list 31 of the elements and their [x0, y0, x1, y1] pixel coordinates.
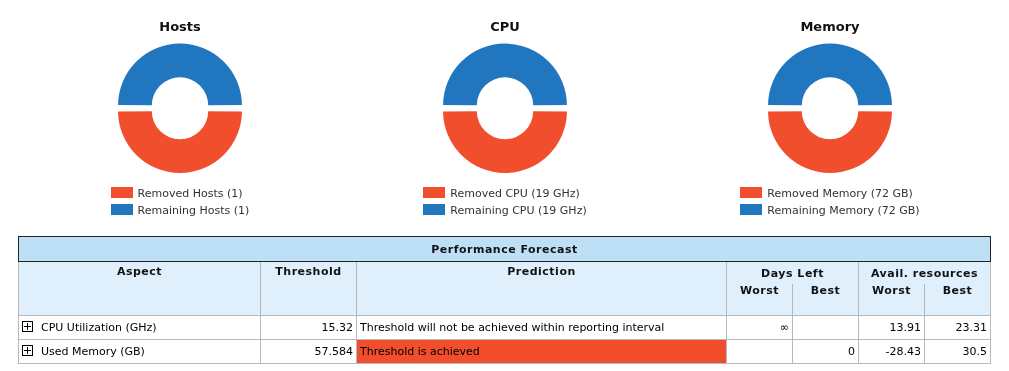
text: 0: [792, 339, 859, 364]
text: Threshold: [260, 261, 357, 316]
legend-label: Remaining CPU (19 GHz): [449, 203, 587, 219]
text: 57.584: [260, 339, 357, 364]
legend-label: Removed Hosts (1): [136, 186, 244, 202]
text: Performance Forecast: [18, 236, 991, 262]
chart-title: Memory: [800, 19, 861, 35]
legend-label: Remaining Memory (72 GB): [766, 203, 920, 219]
legend-label: Removed CPU (19 GHz): [449, 186, 581, 202]
text: Worst: [726, 284, 793, 316]
text: Threshold is achieved: [356, 339, 727, 364]
text: Used Memory (GB): [18, 339, 261, 364]
text: CPU Utilization (GHz): [18, 315, 261, 340]
chart-title: Hosts: [159, 19, 202, 35]
text: Best: [924, 284, 991, 316]
legend-label: Removed Memory (72 GB): [766, 186, 914, 202]
text: 30.5: [924, 339, 991, 364]
text: Threshold will not be achieved within reporting interval: [356, 315, 727, 340]
chart-title: CPU: [490, 19, 520, 35]
legend-label: Remaining Hosts (1): [136, 203, 250, 219]
text: Prediction: [356, 261, 727, 316]
text: -28.43: [858, 339, 925, 364]
text: ∞: [726, 315, 793, 340]
text: Avail. resources: [858, 261, 991, 285]
text: Best: [792, 284, 859, 316]
text: 23.31: [924, 315, 991, 340]
text: 13.91: [858, 315, 925, 340]
text: Worst: [858, 284, 925, 316]
text: Days Left: [726, 261, 859, 285]
text: Aspect: [18, 261, 261, 316]
text: 15.32: [260, 315, 357, 340]
